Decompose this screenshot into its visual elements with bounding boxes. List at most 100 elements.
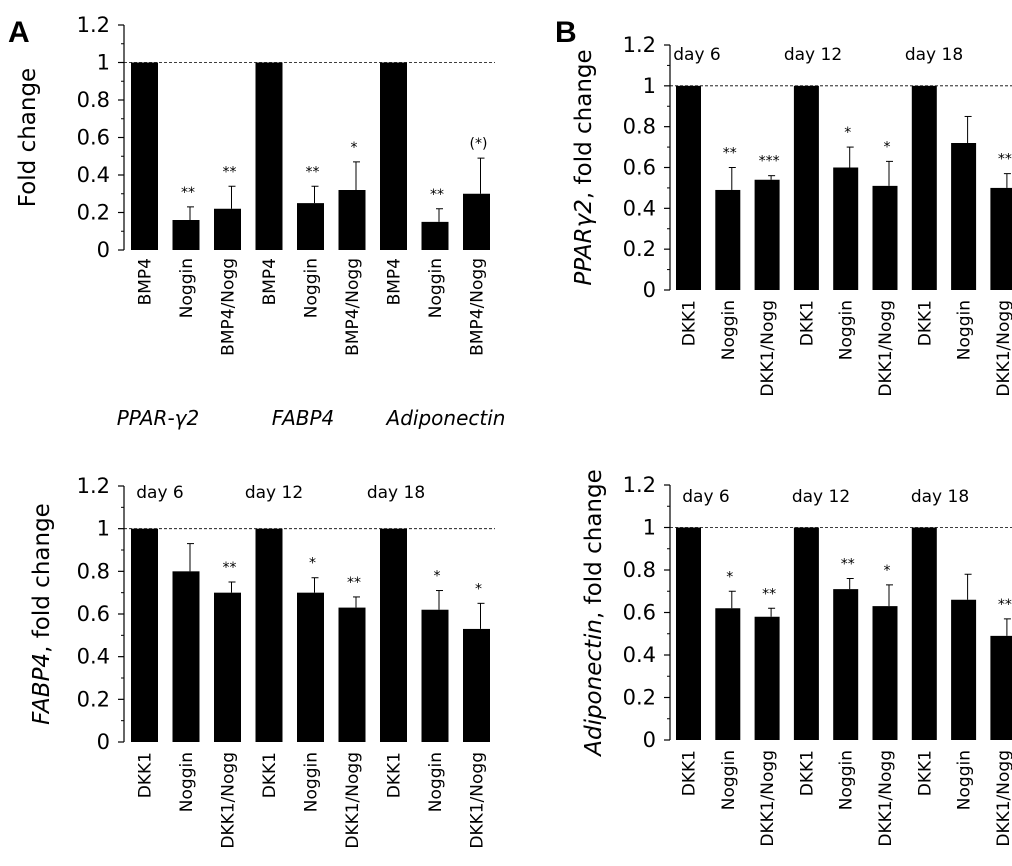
bar: [380, 528, 407, 742]
significance-label: **: [841, 557, 855, 573]
y-tick-label: 0.8: [623, 115, 656, 139]
category-label: BMP4/Nogg: [468, 258, 488, 356]
bar: [715, 608, 741, 740]
bar: [172, 571, 200, 742]
bar: [793, 527, 819, 740]
bar: [833, 589, 859, 740]
category-label: DKK1: [680, 300, 700, 346]
category-label: Noggin: [955, 300, 975, 360]
bar: [833, 167, 859, 290]
bar: [421, 609, 449, 742]
y-tick-label: 0.2: [623, 686, 656, 710]
category-label: DKK1: [680, 750, 700, 796]
bar: [911, 527, 937, 740]
y-axis-label: FABP4, fold change: [29, 503, 55, 725]
significance-label: **: [998, 597, 1012, 613]
category-label: Noggin: [177, 258, 197, 318]
category-label: BMP4: [260, 258, 280, 305]
y-tick-label: 0: [643, 278, 656, 302]
significance-label: *: [351, 140, 358, 156]
y-tick-label: 0.8: [623, 558, 656, 582]
significance-label: ***: [759, 154, 780, 170]
bar: [172, 220, 200, 250]
category-label: DKK1/Nogg: [219, 752, 239, 849]
bar: [872, 606, 898, 740]
y-tick-label: 1.2: [77, 13, 110, 37]
y-tick-label: 0.4: [623, 196, 656, 220]
category-label: DKK1/Nogg: [468, 752, 488, 849]
category-label: BMP4: [385, 258, 405, 305]
category-label: DKK1: [915, 300, 935, 346]
category-label: Noggin: [719, 750, 739, 810]
significance-label: *: [844, 125, 851, 141]
category-label: Noggin: [426, 752, 446, 812]
category-label: Noggin: [302, 258, 322, 318]
category-label: DKK1/Nogg: [876, 750, 896, 847]
y-tick-label: 0.4: [77, 645, 110, 669]
significance-label: (*): [470, 136, 488, 152]
bar: [463, 628, 490, 742]
category-label: BMP4/Nogg: [343, 258, 363, 356]
y-axis-label: Fold change: [15, 68, 41, 207]
significance-label: **: [723, 146, 737, 162]
group-label: day 6: [673, 45, 721, 65]
category-label: DKK1: [385, 752, 405, 798]
category-label: Noggin: [302, 752, 322, 812]
bar: [338, 607, 366, 742]
significance-label: *: [884, 563, 891, 579]
significance-label: *: [475, 581, 482, 597]
bar: [214, 208, 241, 250]
gene-group-label: FABP4: [272, 406, 335, 430]
bar: [297, 203, 324, 250]
bar: [990, 187, 1012, 290]
bar: [676, 527, 701, 740]
significance-label: **: [306, 164, 320, 180]
category-label: DKK1/Nogg: [758, 300, 778, 397]
gene-group-label: Adiponectin: [385, 406, 506, 430]
gene-group-label: PPAR-γ2: [117, 406, 199, 430]
bar: [255, 528, 283, 742]
significance-label: **: [762, 586, 776, 602]
category-label: BMP4/Nogg: [219, 258, 239, 356]
y-tick-label: 0.4: [77, 163, 110, 187]
category-label: Noggin: [955, 750, 975, 810]
category-label: DKK1/Nogg: [994, 750, 1012, 847]
y-tick-label: 0.2: [77, 201, 110, 225]
significance-label: **: [430, 187, 444, 203]
category-label: DKK1/Nogg: [758, 750, 778, 847]
y-tick-label: 0.2: [623, 237, 656, 261]
bar: [463, 193, 490, 250]
y-axis-label: Adiponectin, fold change: [581, 469, 607, 758]
significance-label: *: [884, 139, 891, 155]
y-tick-label: 1: [97, 517, 110, 541]
y-tick-label: 0.6: [77, 126, 110, 150]
y-axis-label-suffix: , fold change: [571, 49, 597, 199]
category-label: DKK1/Nogg: [343, 752, 363, 849]
y-axis-label-gene: Adiponectin: [581, 619, 607, 758]
category-label: DKK1: [915, 750, 935, 796]
y-tick-label: 1: [643, 516, 656, 540]
category-label: Noggin: [426, 258, 446, 318]
group-label: day 18: [911, 487, 969, 507]
group-label: day 12: [245, 483, 303, 503]
category-label: Noggin: [177, 752, 197, 812]
category-label: DKK1: [797, 750, 817, 796]
significance-label: **: [998, 152, 1012, 168]
bar: [754, 179, 780, 290]
bar: [131, 528, 158, 742]
y-axis-label-gene: FABP4: [29, 653, 55, 725]
category-label: DKK1: [136, 752, 156, 798]
y-tick-label: 1: [643, 74, 656, 98]
y-tick-label: 1.2: [623, 33, 656, 57]
bar: [338, 190, 366, 250]
category-label: Noggin: [837, 750, 857, 810]
y-tick-label: 0: [97, 730, 110, 754]
y-tick-label: 0.6: [623, 601, 656, 625]
group-label: day 6: [136, 483, 184, 503]
bar: [297, 592, 324, 742]
y-tick-label: 0.2: [77, 687, 110, 711]
y-tick-label: 1.2: [77, 474, 110, 498]
bar: [793, 85, 819, 290]
group-label: day 18: [367, 483, 425, 503]
